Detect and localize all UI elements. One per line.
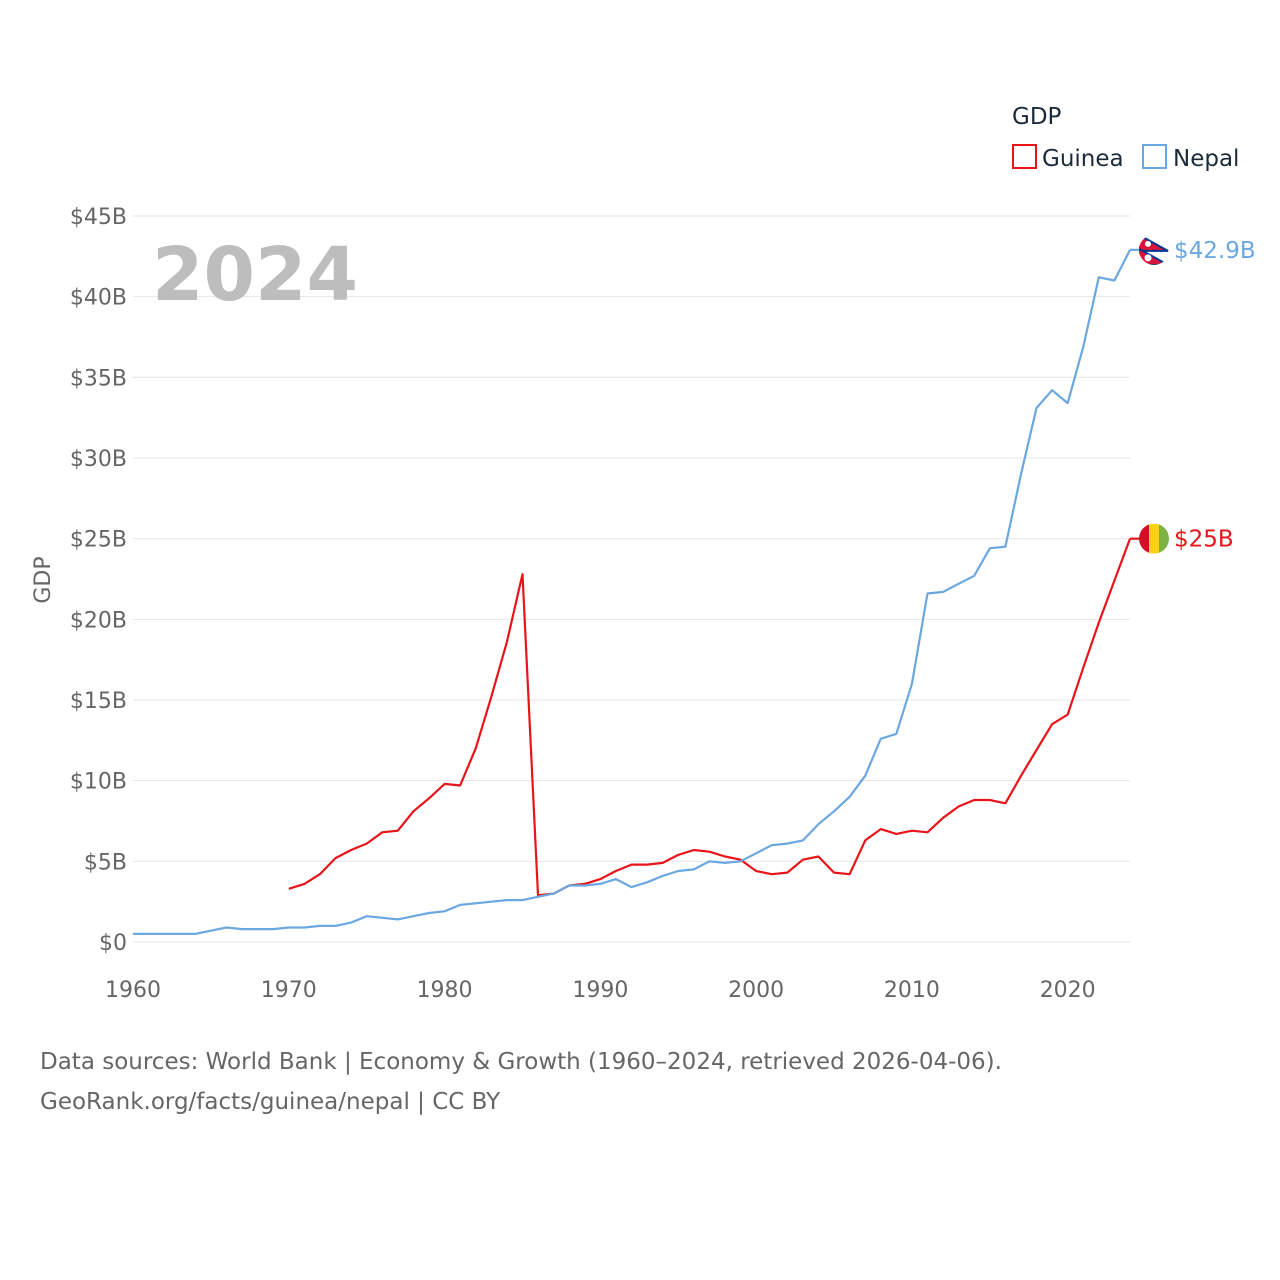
footer-sources: Data sources: World Bank | Economy & Gro…	[40, 1049, 1002, 1075]
x-tick-label: 1980	[417, 978, 473, 1003]
series-end-markers: $25B $42.9B	[1130, 234, 1256, 554]
footer: Data sources: World Bank | Economy & Gro…	[40, 1042, 1002, 1122]
x-tick-label: 2010	[884, 978, 940, 1003]
nepal-flag-icon	[1139, 234, 1169, 265]
y-tick-label: $40B	[70, 286, 127, 311]
y-tick-label: $35B	[70, 366, 127, 391]
x-tick-label: 1990	[572, 978, 628, 1003]
y-tick-label: $30B	[70, 447, 127, 472]
y-tick-label: $45B	[70, 205, 127, 230]
x-axis-ticks: 1960 1970 1980 1990 2000 2010 2020	[105, 978, 1096, 1003]
legend-swatch-nepal	[1142, 144, 1167, 169]
legend-label-nepal: Nepal	[1173, 146, 1239, 172]
end-value-label-nepal: $42.9B	[1174, 238, 1256, 264]
gdp-line-chart: $0 $5B $10B $15B $20B $25B $30B $35B $40B $45B 19…	[31, 104, 1256, 1003]
series-line-nepal	[133, 249, 1131, 935]
x-tick-label: 1970	[261, 978, 317, 1003]
y-tick-label: $25B	[70, 528, 127, 553]
y-axis-label: GDP	[31, 556, 56, 603]
x-tick-label: 1960	[105, 978, 161, 1003]
legend: GDP Guinea Nepal	[1012, 104, 1239, 172]
legend-label-guinea: Guinea	[1042, 146, 1124, 172]
y-axis-ticks: $0 $5B $10B $15B $20B $25B $30B $35B $40B $45B	[70, 205, 127, 956]
x-tick-label: 2000	[728, 978, 784, 1003]
series-lines	[133, 249, 1132, 935]
footer-attribution: GeoRank.org/facts/guinea/nepal | CC BY	[40, 1089, 501, 1115]
y-tick-label: $10B	[70, 770, 127, 795]
y-tick-label: $15B	[70, 689, 127, 714]
grid-lines	[133, 215, 1130, 943]
x-tick-label: 2020	[1040, 978, 1096, 1003]
end-value-label-guinea: $25B	[1174, 527, 1234, 553]
series-line-guinea	[288, 538, 1132, 897]
legend-swatch-guinea	[1012, 144, 1037, 169]
y-tick-label: $20B	[70, 608, 127, 633]
guinea-flag-icon	[1139, 523, 1169, 554]
year-label: 2024	[152, 232, 358, 318]
legend-title: GDP	[1012, 104, 1062, 130]
y-tick-label: $0	[99, 931, 127, 956]
y-tick-label: $5B	[84, 850, 127, 875]
